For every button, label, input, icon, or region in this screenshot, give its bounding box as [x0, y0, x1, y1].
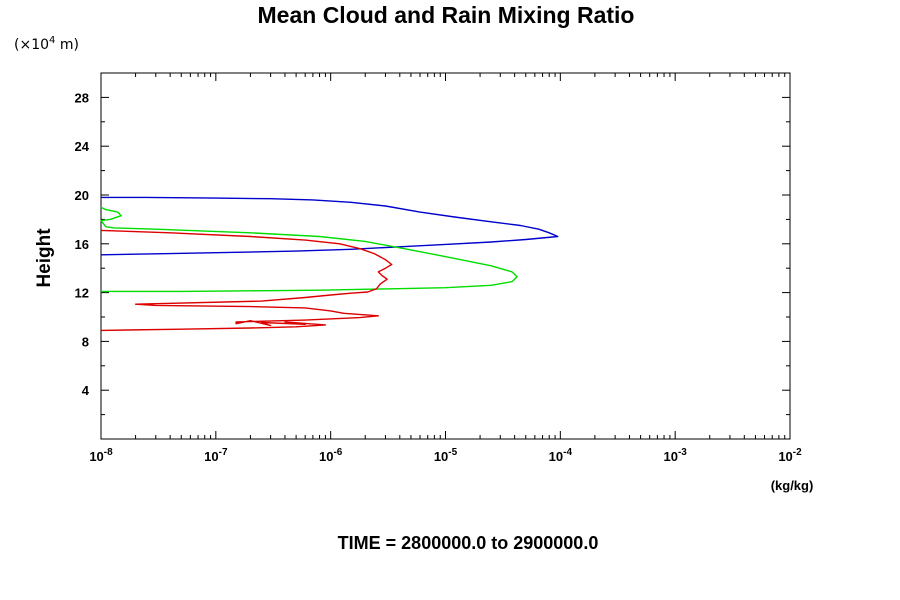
y-tick-label: 4	[82, 383, 90, 398]
y-unit-note-base: (×10	[14, 37, 49, 53]
data-series	[100, 196, 559, 332]
x-tick-label: 10-7	[204, 447, 228, 464]
x-tick-label: 10-3	[663, 447, 687, 464]
x-tick-label: 10-4	[549, 447, 573, 464]
y-unit-note: (×104 m)	[14, 35, 79, 53]
y-tick-label: 16	[75, 237, 89, 252]
x-tick-label-exponent: -8	[104, 447, 113, 458]
x-axis-unit: (kg/kg)	[771, 478, 814, 493]
chart-title: Mean Cloud and Rain Mixing Ratio	[258, 2, 635, 28]
x-tick-label: 10-8	[89, 447, 113, 464]
x-tick-label-base: 10	[778, 449, 792, 464]
time-range-footer: TIME = 2800000.0 to 2900000.0	[338, 533, 599, 553]
series-line-2	[100, 206, 518, 293]
y-tick-label: 12	[75, 286, 89, 301]
x-tick-label-base: 10	[319, 449, 333, 464]
y-tick-label: 24	[75, 139, 90, 154]
y-axis-title: Height	[34, 228, 55, 288]
x-tick-label-exponent: -3	[678, 447, 687, 458]
y-unit-note-tail: m)	[55, 37, 79, 53]
y-unit-note-exponent: 4	[49, 35, 55, 46]
series-line-1	[100, 196, 559, 256]
x-tick-label-exponent: -6	[333, 447, 342, 458]
x-tick-label-exponent: -7	[219, 447, 228, 458]
y-tick-label: 8	[82, 334, 89, 349]
x-tick-label-base: 10	[663, 449, 677, 464]
x-tick-label: 10-6	[319, 447, 343, 464]
x-tick-label-base: 10	[434, 449, 448, 464]
x-tick-label-base: 10	[549, 449, 563, 464]
x-tick-label-exponent: -2	[793, 447, 802, 458]
x-tick-label-base: 10	[89, 449, 103, 464]
x-tick-label: 10-5	[434, 447, 458, 464]
x-tick-label-exponent: -5	[448, 447, 457, 458]
x-tick-label-base: 10	[204, 449, 218, 464]
x-tick-label-exponent: -4	[563, 447, 572, 458]
axis-ticks	[100, 73, 791, 439]
series-line-3	[100, 229, 393, 332]
y-tick-label: 28	[75, 90, 89, 105]
x-tick-label: 10-2	[778, 447, 802, 464]
y-tick-label: 20	[75, 188, 89, 203]
